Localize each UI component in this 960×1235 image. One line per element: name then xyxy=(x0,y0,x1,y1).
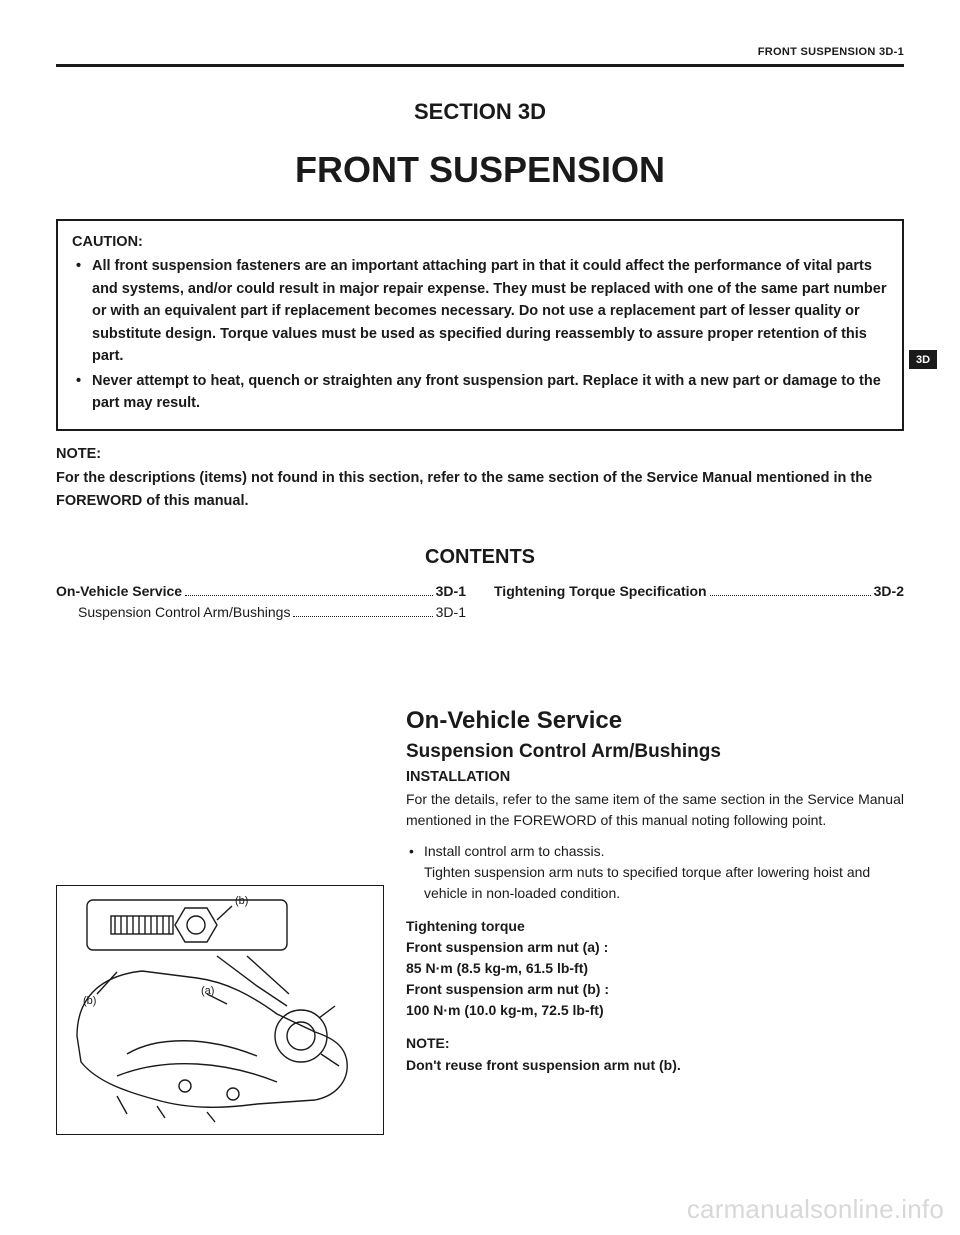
toc-entry: On-Vehicle Service 3D-1 xyxy=(56,581,466,602)
torque-b-label: Front suspension arm nut (b) : xyxy=(406,979,904,1000)
torque-a-label: Front suspension arm nut (a) : xyxy=(406,937,904,958)
note-label: NOTE: xyxy=(56,443,904,465)
note2-text: Don't reuse front suspension arm nut (b)… xyxy=(406,1055,904,1077)
toc-leader xyxy=(185,595,433,596)
page-title: FRONT SUSPENSION xyxy=(56,149,904,191)
step-detail: Tighten suspension arm nuts to specified… xyxy=(424,864,870,901)
body-columns: (b) (b) (a) On-Vehicle Service Suspensio… xyxy=(56,707,904,1135)
toc-column-left: On-Vehicle Service 3D-1 Suspension Contr… xyxy=(56,581,466,623)
toc-column-right: Tightening Torque Specification 3D-2 xyxy=(494,581,904,623)
header-rule: FRONT SUSPENSION 3D-1 xyxy=(56,46,904,67)
step-list: Install control arm to chassis. Tighten … xyxy=(406,841,904,904)
manual-page: FRONT SUSPENSION 3D-1 SECTION 3D FRONT S… xyxy=(0,0,960,1235)
toc-label: Suspension Control Arm/Bushings xyxy=(56,602,290,623)
caution-item: All front suspension fasteners are an im… xyxy=(92,255,888,367)
service-heading: On-Vehicle Service xyxy=(406,707,904,735)
section-tab: 3D xyxy=(909,350,937,369)
toc-page: 3D-1 xyxy=(436,581,466,602)
toc-label: On-Vehicle Service xyxy=(56,581,182,602)
suspension-diagram: (b) (b) (a) xyxy=(56,885,384,1135)
running-header: FRONT SUSPENSION 3D-1 xyxy=(758,46,904,58)
caution-item: Never attempt to heat, quench or straigh… xyxy=(92,370,888,415)
left-column: (b) (b) (a) xyxy=(56,707,384,1135)
diagram-callout-b-top: (b) xyxy=(235,895,248,907)
toc-page: 3D-1 xyxy=(436,602,466,623)
torque-b-value: 100 N·m (10.0 kg-m, 72.5 lb-ft) xyxy=(406,1000,904,1021)
toc-leader xyxy=(293,616,432,617)
caution-title: CAUTION: xyxy=(72,231,888,253)
table-of-contents: On-Vehicle Service 3D-1 Suspension Contr… xyxy=(56,581,904,623)
watermark: carmanualsonline.info xyxy=(687,1194,944,1225)
note-block: NOTE: For the descriptions (items) not f… xyxy=(56,443,904,512)
contents-heading: CONTENTS xyxy=(56,546,904,569)
intro-paragraph: For the details, refer to the same item … xyxy=(406,789,904,831)
torque-a-value: 85 N·m (8.5 kg-m, 61.5 lb-ft) xyxy=(406,958,904,979)
toc-entry: Suspension Control Arm/Bushings 3D-1 xyxy=(56,602,466,623)
step-lead: Install control arm to chassis. xyxy=(424,843,605,859)
toc-label: Tightening Torque Specification xyxy=(494,581,707,602)
toc-page: 3D-2 xyxy=(874,581,904,602)
torque-heading: Tightening torque xyxy=(406,916,904,937)
toc-entry: Tightening Torque Specification 3D-2 xyxy=(494,581,904,602)
step-item: Install control arm to chassis. Tighten … xyxy=(424,841,904,904)
diagram-callout-a: (a) xyxy=(201,985,214,997)
diagram-callout-b-left: (b) xyxy=(83,995,96,1007)
note2-label: NOTE: xyxy=(406,1033,904,1055)
section-label: SECTION 3D xyxy=(56,99,904,125)
note-block-2: NOTE: Don't reuse front suspension arm n… xyxy=(406,1033,904,1076)
torque-block: Tightening torque Front suspension arm n… xyxy=(406,916,904,1021)
service-subheading: Suspension Control Arm/Bushings xyxy=(406,741,904,763)
right-column: On-Vehicle Service Suspension Control Ar… xyxy=(406,707,904,1135)
installation-heading: INSTALLATION xyxy=(406,769,904,785)
caution-box: CAUTION: All front suspension fasteners … xyxy=(56,219,904,431)
toc-leader xyxy=(710,595,871,596)
note-text: For the descriptions (items) not found i… xyxy=(56,467,904,512)
